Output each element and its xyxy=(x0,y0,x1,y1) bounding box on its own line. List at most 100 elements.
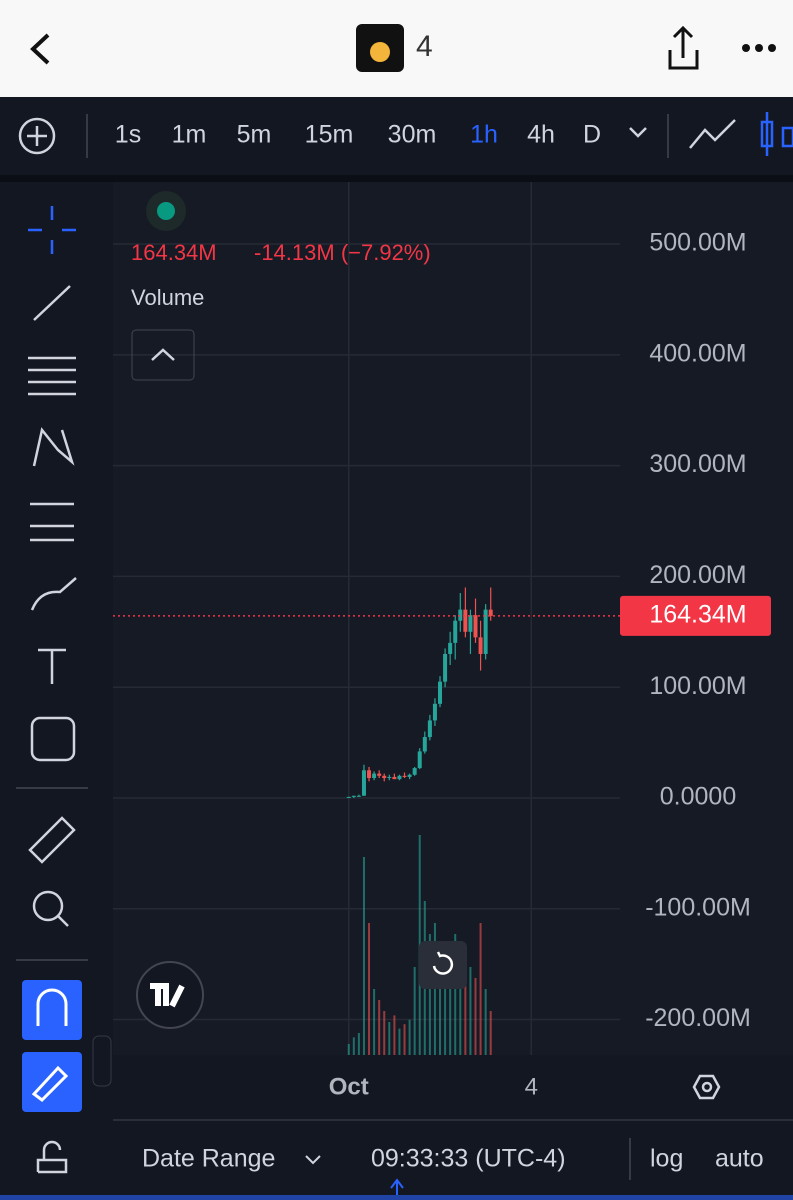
settings-icon xyxy=(701,1081,713,1093)
text-tool[interactable] xyxy=(38,648,66,684)
interval-button[interactable]: 1s xyxy=(115,121,141,149)
candle-body xyxy=(382,775,387,779)
interval-button[interactable]: 5m xyxy=(237,121,272,149)
add-icon xyxy=(27,126,47,146)
volume-bar xyxy=(362,857,365,1055)
toolbar xyxy=(0,97,793,175)
tv-logo[interactable] xyxy=(136,961,204,1029)
interval-button[interactable]: D xyxy=(583,121,601,149)
settings-button[interactable] xyxy=(692,1074,721,1100)
candle-body xyxy=(488,609,493,616)
volume-bar xyxy=(347,1044,350,1055)
volume-bar xyxy=(449,967,452,1055)
volume-bar xyxy=(373,989,376,1055)
candle-body xyxy=(417,751,422,769)
volume-bar xyxy=(398,1028,401,1055)
volume-bar xyxy=(357,1033,360,1055)
y-tick-label: 300.00M xyxy=(649,450,746,478)
volume-bar xyxy=(484,989,487,1055)
volume-bar xyxy=(489,1011,492,1055)
more-button[interactable] xyxy=(742,44,776,52)
footer-bar xyxy=(113,1120,793,1195)
pattern-tool[interactable] xyxy=(32,427,75,467)
candle-chart-button[interactable] xyxy=(760,112,793,156)
candle-body xyxy=(463,609,468,632)
candle-body xyxy=(453,620,458,643)
date-range-button[interactable]: Date Range xyxy=(142,1145,275,1173)
crosshair-tool[interactable] xyxy=(28,206,76,254)
candle-body xyxy=(443,653,448,682)
sticker-tool[interactable] xyxy=(30,716,76,762)
lock-drawing-button[interactable] xyxy=(22,1052,82,1112)
bottom-edge xyxy=(0,1195,793,1200)
candle-body xyxy=(422,737,427,752)
add-button[interactable] xyxy=(18,117,56,155)
measure-tool[interactable] xyxy=(28,816,76,864)
interval-button[interactable]: 30m xyxy=(388,121,437,149)
x-tick-label: Oct xyxy=(329,1073,369,1100)
volume-bar xyxy=(408,1019,411,1055)
candle-body xyxy=(458,609,463,621)
reset-button[interactable] xyxy=(419,941,467,989)
pencil-icon xyxy=(31,1065,69,1102)
collapse-icon xyxy=(151,348,175,361)
forecast-tool[interactable] xyxy=(30,502,74,542)
y-tick-label: 400.00M xyxy=(649,339,746,367)
brush-tool[interactable] xyxy=(30,577,77,611)
reset-icon xyxy=(432,951,454,975)
divider xyxy=(0,175,793,182)
candle-body xyxy=(377,773,382,776)
trend-line-tool[interactable] xyxy=(33,285,71,321)
line-chart-button[interactable] xyxy=(689,119,736,149)
y-tick-label: -100.00M xyxy=(645,893,751,921)
candle-body xyxy=(448,642,453,654)
share-button[interactable] xyxy=(668,25,699,70)
last-price-label: 164.34M xyxy=(649,601,746,629)
candle-body xyxy=(397,775,402,780)
legend-change: -14.13M (−7.92%) xyxy=(254,240,431,265)
y-tick-label: 0.0000 xyxy=(660,783,736,811)
volume-bar xyxy=(469,967,472,1055)
log-toggle[interactable]: log xyxy=(650,1145,683,1173)
collapse-button[interactable] xyxy=(131,329,195,381)
date-range-caret xyxy=(305,1155,321,1165)
sidebar-toggle[interactable] xyxy=(92,1035,112,1087)
volume-bar xyxy=(454,934,457,1055)
candle-body xyxy=(356,795,361,797)
y-tick-label: 100.00M xyxy=(649,672,746,700)
volume-bar xyxy=(378,1000,381,1055)
fib-tool[interactable] xyxy=(28,356,76,396)
volume-bar xyxy=(428,934,431,1055)
interval-dropdown[interactable] xyxy=(629,127,647,138)
candle-body xyxy=(407,774,412,777)
zoom-tool[interactable] xyxy=(32,890,64,922)
magnet-icon xyxy=(36,988,68,1026)
scroll-indicator xyxy=(390,1178,404,1195)
volume-bar xyxy=(403,1024,406,1055)
candle-body xyxy=(438,681,443,704)
candle-body xyxy=(392,776,397,780)
candle-body xyxy=(387,776,392,779)
unlock-button[interactable] xyxy=(36,1140,68,1174)
interval-button[interactable]: 1m xyxy=(172,121,207,149)
candle-body xyxy=(468,615,473,632)
candle-body xyxy=(351,795,356,797)
candle-body xyxy=(402,775,407,777)
auto-toggle[interactable]: auto xyxy=(715,1145,764,1173)
volume-bar xyxy=(444,956,447,1055)
app-icon-glyph xyxy=(370,42,390,62)
page-title: 4 xyxy=(416,30,433,63)
volume-bar xyxy=(352,1037,355,1055)
y-tick-label: 200.00M xyxy=(649,561,746,589)
interval-button[interactable]: 4h xyxy=(527,121,555,149)
back-button[interactable] xyxy=(30,33,50,65)
volume-bar xyxy=(459,945,462,1055)
tv-logo-glyph xyxy=(150,983,185,1008)
candle-body xyxy=(483,609,488,654)
interval-button[interactable]: 15m xyxy=(305,121,354,149)
legend-price: 164.34M xyxy=(131,240,217,265)
interval-button[interactable]: 1h xyxy=(470,121,498,149)
clock: 09:33:33 (UTC-4) xyxy=(371,1145,566,1173)
